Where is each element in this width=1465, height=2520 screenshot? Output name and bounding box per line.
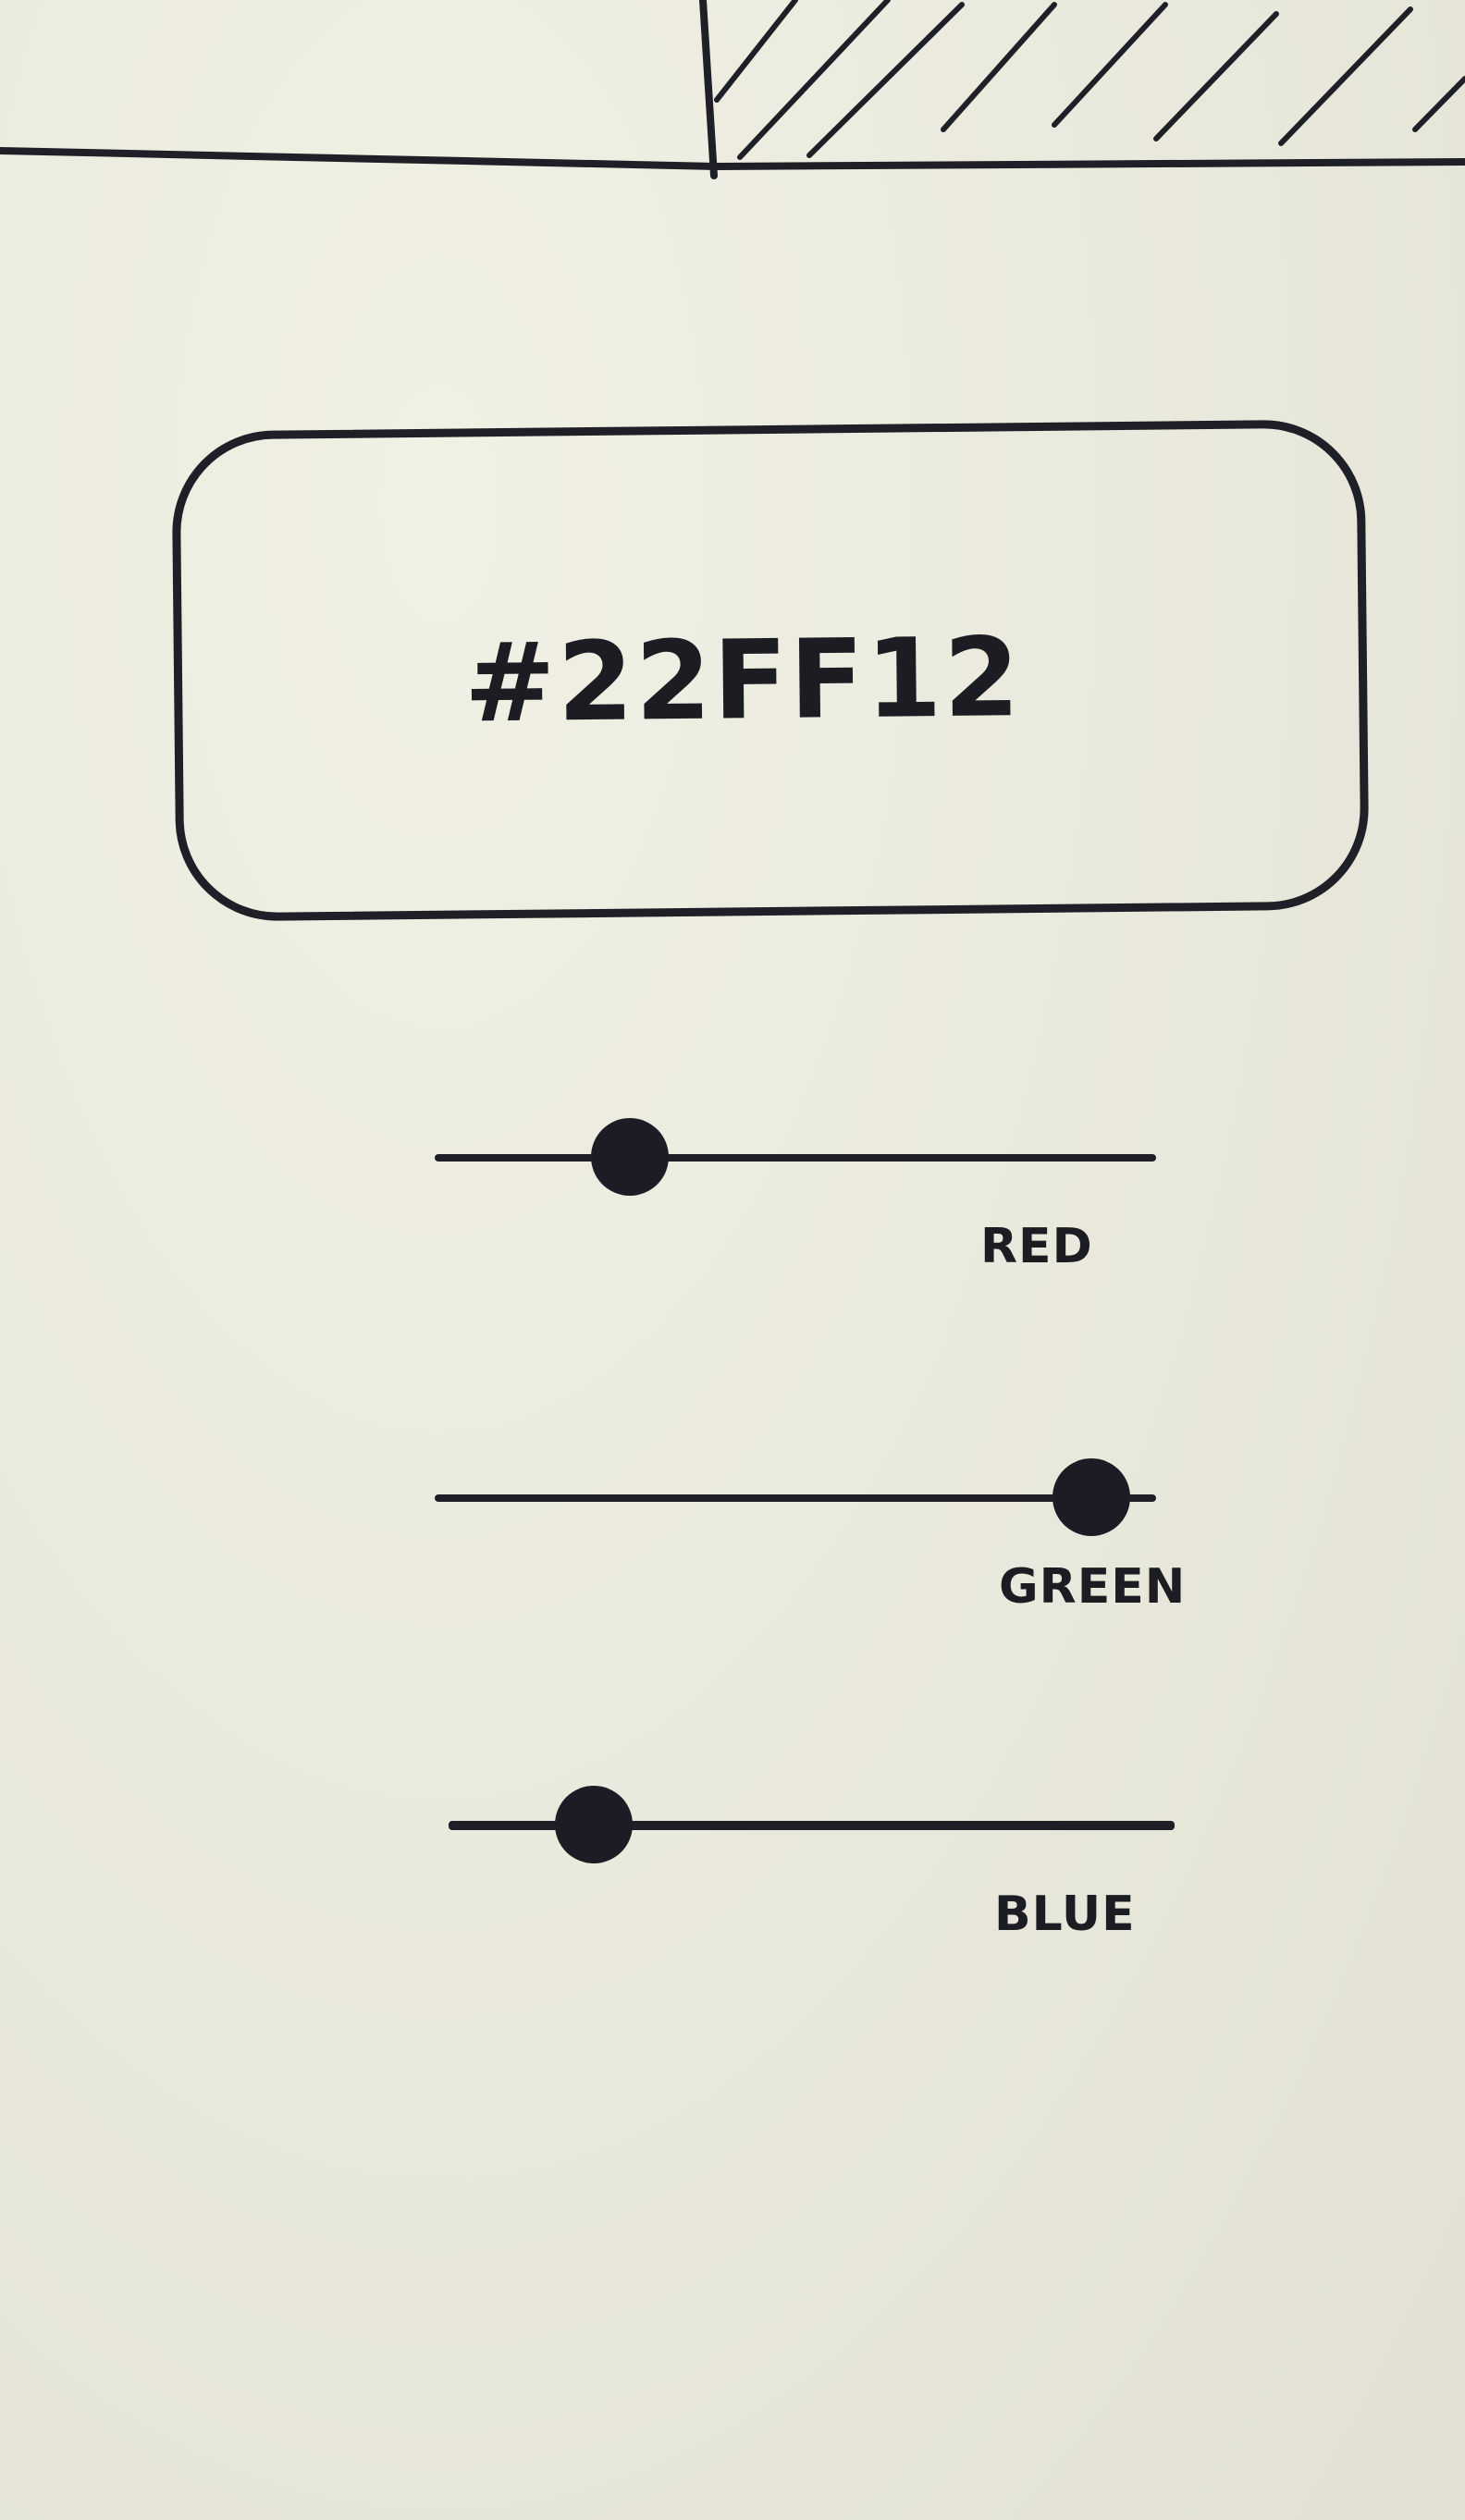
red-slider-track[interactable] [435, 1154, 1156, 1162]
blue-slider[interactable]: BLUE [449, 1776, 1188, 2016]
red-slider-thumb[interactable] [590, 1118, 669, 1196]
blue-slider-label: BLUE [994, 1887, 1136, 1942]
hatched-panel [714, 0, 1465, 160]
hex-value-text: #22FF12 [463, 613, 1023, 747]
color-hex-display: #22FF12 [171, 419, 1370, 922]
red-slider-label: RED [980, 1219, 1093, 1274]
blue-slider-track[interactable] [449, 1821, 1175, 1830]
green-slider-label: GREEN [999, 1559, 1187, 1615]
red-slider[interactable]: RED [435, 1108, 1175, 1348]
blue-slider-thumb[interactable] [555, 1786, 633, 1863]
top-divider-line [0, 147, 1465, 171]
green-slider[interactable]: GREEN [435, 1448, 1185, 1689]
green-slider-thumb[interactable] [1052, 1458, 1130, 1536]
top-bar [0, 0, 1465, 179]
top-vertical-divider [699, 0, 718, 179]
green-slider-track[interactable] [435, 1494, 1156, 1502]
